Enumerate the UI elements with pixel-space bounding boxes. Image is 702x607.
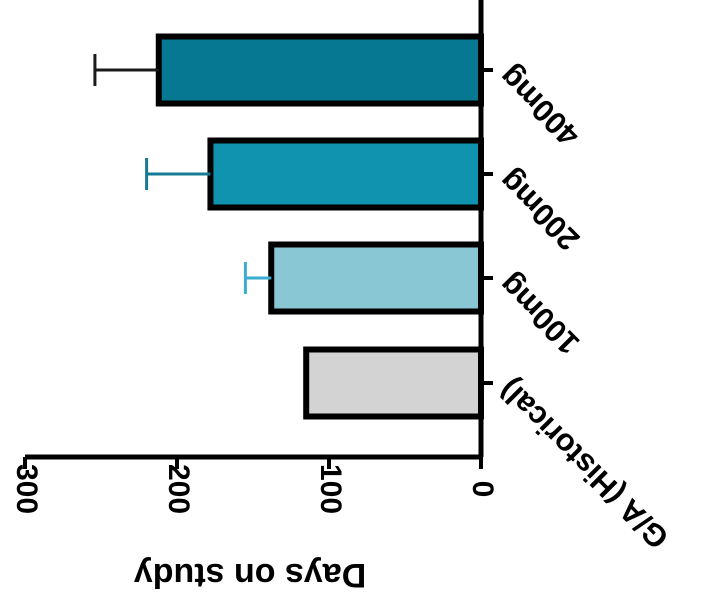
category-label: 400mg xyxy=(492,59,586,153)
category-label: G/A (Historical) xyxy=(492,372,675,555)
bar xyxy=(303,346,485,420)
x-tick-label: 200 xyxy=(162,464,195,514)
category-label: 200mg xyxy=(492,163,586,257)
x-tick-label: 300 xyxy=(10,464,43,514)
category-label: 100mg xyxy=(492,267,586,361)
x-tick-label: 100 xyxy=(314,464,347,514)
x-tick-label: 0 xyxy=(466,481,499,498)
plot-area: 0 100 200 300 G/A (Historical) 100mg 200mg 400m… xyxy=(10,0,675,594)
bar xyxy=(268,241,484,315)
x-axis-title: Days on study xyxy=(134,556,366,594)
bar xyxy=(207,137,484,211)
bar xyxy=(155,33,484,107)
